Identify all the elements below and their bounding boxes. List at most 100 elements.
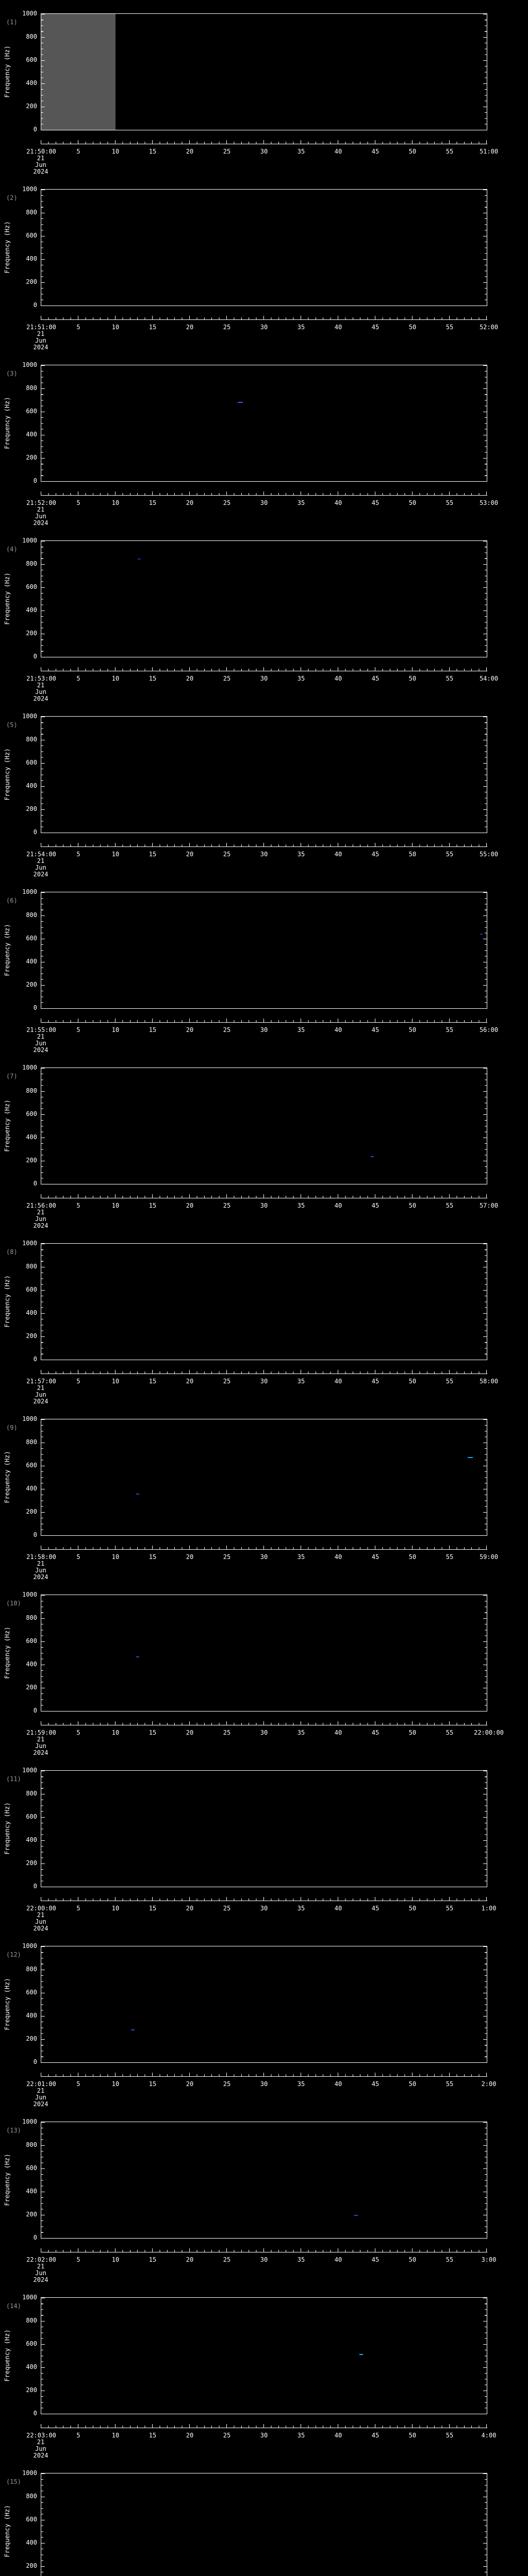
x-start-time-label: 21:56:00 bbox=[26, 1202, 56, 1209]
y-tick-label: 800 bbox=[26, 911, 37, 919]
x-tick-label: 25 bbox=[223, 499, 231, 506]
y-tick-label: 200 bbox=[26, 630, 37, 637]
y-tick-label: 400 bbox=[26, 431, 37, 438]
y-tick-label: 200 bbox=[26, 454, 37, 461]
x-tick-label: 35 bbox=[297, 2080, 305, 2088]
y-tick-label: 200 bbox=[26, 1332, 37, 1340]
y-axis-major-ticks-right bbox=[483, 1244, 487, 1360]
x-tick-label: 50 bbox=[408, 1553, 417, 1561]
date-line: 2024 bbox=[33, 1046, 48, 1054]
x-tick-label: 5 bbox=[76, 1026, 80, 1033]
date-line: 21 bbox=[37, 1033, 45, 1040]
x-tick-label: 40 bbox=[334, 1553, 342, 1561]
y-tick-label: 600 bbox=[26, 56, 37, 63]
y-tick-label: 600 bbox=[26, 1637, 37, 1645]
x-tick-label: 45 bbox=[371, 1202, 380, 1209]
panel-index-label: (6) bbox=[6, 897, 18, 904]
spectrogram-plot bbox=[41, 189, 487, 306]
y-tick-label: 0 bbox=[33, 2234, 37, 2241]
x-tick-label: 25 bbox=[223, 2080, 231, 2088]
y-tick-label: 800 bbox=[26, 1790, 37, 1797]
x-tick-label: 45 bbox=[371, 2080, 380, 2088]
x-tick-label: 55 bbox=[446, 675, 454, 682]
x-end-time-label: 56:00 bbox=[479, 1026, 499, 1033]
x-tick-label: 10 bbox=[111, 499, 120, 506]
x-tick-label: 15 bbox=[148, 1026, 157, 1033]
y-axis-title: Frequency (Hz) bbox=[4, 1099, 11, 1152]
date-line: Jun bbox=[35, 1742, 46, 1750]
y-tick-label: 200 bbox=[26, 278, 37, 285]
date-label: 21 Jun 2024 bbox=[34, 2088, 48, 2108]
date-line: 2024 bbox=[33, 2276, 48, 2283]
date-line: Jun bbox=[35, 161, 46, 168]
x-tick-label: 35 bbox=[297, 2432, 305, 2439]
y-axis-major-ticks-left bbox=[41, 892, 45, 1008]
x-tick-label: 15 bbox=[148, 1202, 157, 1209]
y-tick-label: 600 bbox=[26, 1813, 37, 1820]
y-tick-label: 800 bbox=[26, 1965, 37, 1973]
x-tick-label: 35 bbox=[297, 148, 305, 155]
y-axis-title: Frequency (Hz) bbox=[4, 45, 11, 98]
y-axis-title: Frequency (Hz) bbox=[4, 2505, 11, 2557]
time-axis-minor-ticks bbox=[41, 1547, 487, 1549]
y-tick-label: 200 bbox=[26, 2386, 37, 2394]
x-tick-label: 45 bbox=[371, 1905, 380, 1912]
x-start-time-label: 22:02:00 bbox=[26, 2256, 56, 2263]
y-tick-label: 1000 bbox=[22, 2294, 37, 2301]
time-axis-minor-ticks bbox=[41, 1196, 487, 1198]
event-marker bbox=[354, 2215, 358, 2216]
x-tick-label: 10 bbox=[111, 324, 120, 331]
x-tick-label: 50 bbox=[408, 324, 417, 331]
x-tick-label: 15 bbox=[148, 1378, 157, 1385]
x-tick-label: 35 bbox=[297, 1729, 305, 1736]
x-tick-label: 40 bbox=[334, 2432, 342, 2439]
y-tick-label: 400 bbox=[26, 782, 37, 789]
y-tick-label: 1000 bbox=[22, 713, 37, 720]
y-axis-title: Frequency (Hz) bbox=[4, 1802, 11, 1855]
x-end-time-label: 58:00 bbox=[479, 1378, 499, 1385]
date-line: 2024 bbox=[33, 519, 48, 527]
x-tick-label: 45 bbox=[371, 2256, 380, 2263]
x-tick-label: 10 bbox=[111, 2080, 120, 2088]
y-tick-label: 600 bbox=[26, 583, 37, 590]
y-axis-major-ticks-left bbox=[41, 2473, 45, 2576]
x-tick-label: 20 bbox=[186, 1202, 194, 1209]
y-tick-label: 1000 bbox=[22, 361, 37, 368]
x-tick-label: 15 bbox=[148, 148, 157, 155]
y-axis-major-ticks-right bbox=[483, 365, 487, 481]
x-tick-label: 10 bbox=[111, 1378, 120, 1385]
y-tick-label: 400 bbox=[26, 2012, 37, 2019]
event-marker bbox=[371, 1156, 374, 1158]
x-tick-label: 15 bbox=[148, 2080, 157, 2088]
panel-index-label: (3) bbox=[6, 370, 18, 377]
x-tick-label: 10 bbox=[111, 1729, 120, 1736]
x-tick-label: 45 bbox=[371, 324, 380, 331]
x-tick-label: 30 bbox=[260, 1026, 268, 1033]
y-tick-label: 400 bbox=[26, 1485, 37, 1492]
panel-index-label: (4) bbox=[6, 546, 18, 553]
y-axis-major-ticks-left bbox=[41, 1946, 45, 2062]
y-axis-title: Frequency (Hz) bbox=[4, 572, 11, 625]
x-start-time-label: 21:50:00 bbox=[26, 148, 56, 155]
y-tick-label: 1000 bbox=[22, 185, 37, 193]
x-tick-label: 55 bbox=[446, 1729, 454, 1736]
x-tick-label: 40 bbox=[334, 2080, 342, 2088]
time-axis-minor-ticks bbox=[41, 1899, 487, 1901]
date-line: Jun bbox=[35, 1391, 46, 1398]
x-end-time-label: 59:00 bbox=[479, 1553, 499, 1561]
time-axis-minor-ticks bbox=[41, 493, 487, 495]
y-tick-label: 800 bbox=[26, 1614, 37, 1621]
x-tick-label: 15 bbox=[148, 675, 157, 682]
y-axis-major-ticks-left bbox=[41, 190, 45, 306]
y-tick-label: 0 bbox=[33, 1707, 37, 1714]
y-tick-label: 600 bbox=[26, 1286, 37, 1293]
y-tick-label: 0 bbox=[33, 1531, 37, 1538]
x-tick-label: 50 bbox=[408, 2432, 417, 2439]
y-tick-label: 800 bbox=[26, 1087, 37, 1094]
y-tick-label: 0 bbox=[33, 1355, 37, 1363]
date-line: 2024 bbox=[33, 871, 48, 878]
y-axis-major-ticks-left bbox=[41, 2122, 45, 2238]
spectrogram-panel: (4) Frequency (Hz) 1000 800 600 400 200 0 21:53:… bbox=[0, 527, 528, 703]
x-tick-label: 10 bbox=[111, 851, 120, 858]
y-axis-major-ticks-left bbox=[41, 1419, 45, 1535]
